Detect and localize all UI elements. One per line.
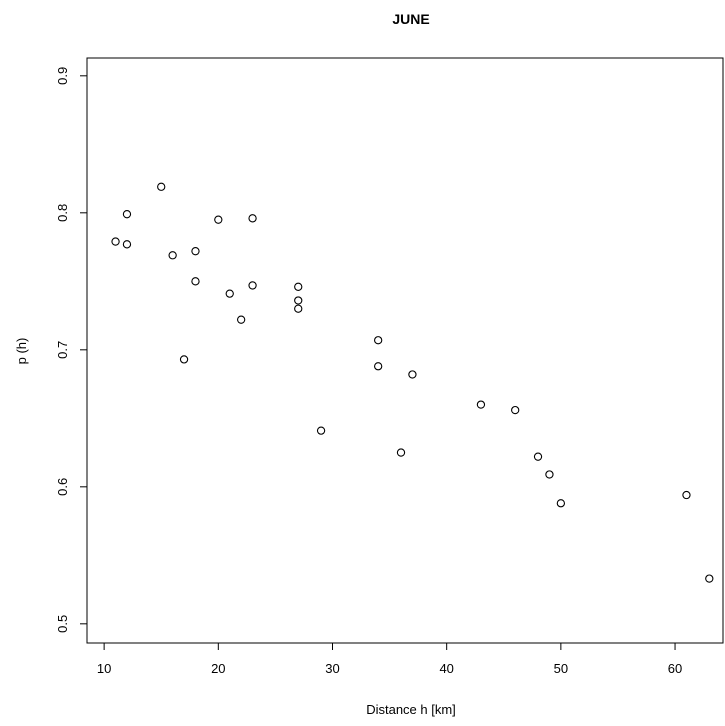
x-tick-label: 40	[439, 661, 453, 676]
plot-frame	[86, 57, 724, 644]
y-axis: 0.5 0.6 0.7 0.8 0.9	[55, 67, 87, 633]
y-tick-label: 0.6	[55, 478, 70, 496]
data-point	[294, 296, 303, 305]
data-point	[122, 210, 132, 219]
x-tick-label: 20	[211, 661, 225, 676]
data-point	[511, 405, 520, 415]
x-tick-label: 30	[325, 661, 339, 676]
data-point	[408, 370, 417, 379]
y-axis-label: p (h)	[14, 338, 29, 365]
y-tick-label: 0.7	[55, 341, 70, 359]
data-point	[556, 499, 566, 508]
y-tick-label: 0.9	[55, 67, 70, 85]
data-point	[157, 182, 166, 191]
data-point	[248, 214, 257, 223]
x-axis-label: Distance h [km]	[366, 702, 456, 717]
data-point	[533, 452, 543, 461]
data-point	[374, 336, 383, 345]
data-point	[396, 448, 406, 457]
y-tick-label: 0.5	[55, 615, 70, 633]
x-tick-label: 50	[554, 661, 568, 676]
y-tick-label: 0.8	[55, 204, 70, 222]
data-point	[122, 240, 132, 249]
data-point	[316, 426, 326, 435]
data-point	[476, 400, 486, 409]
x-axis: 10 20 30 40 50 60	[97, 643, 682, 676]
x-tick-label: 10	[97, 661, 111, 676]
data-points	[111, 182, 714, 583]
x-tick-label: 60	[668, 661, 682, 676]
data-point	[236, 315, 246, 324]
data-point	[225, 289, 234, 298]
data-point	[191, 247, 200, 256]
data-point	[705, 574, 714, 583]
data-point	[374, 362, 383, 371]
data-point	[294, 304, 303, 313]
data-point	[294, 282, 303, 291]
data-point	[248, 281, 257, 290]
chart-title: JUNE	[392, 11, 429, 27]
data-point	[682, 490, 691, 500]
data-point	[545, 470, 554, 479]
data-point	[179, 355, 189, 364]
data-point	[168, 251, 177, 260]
data-point	[191, 277, 200, 286]
data-point	[111, 237, 120, 246]
data-point	[214, 215, 223, 224]
